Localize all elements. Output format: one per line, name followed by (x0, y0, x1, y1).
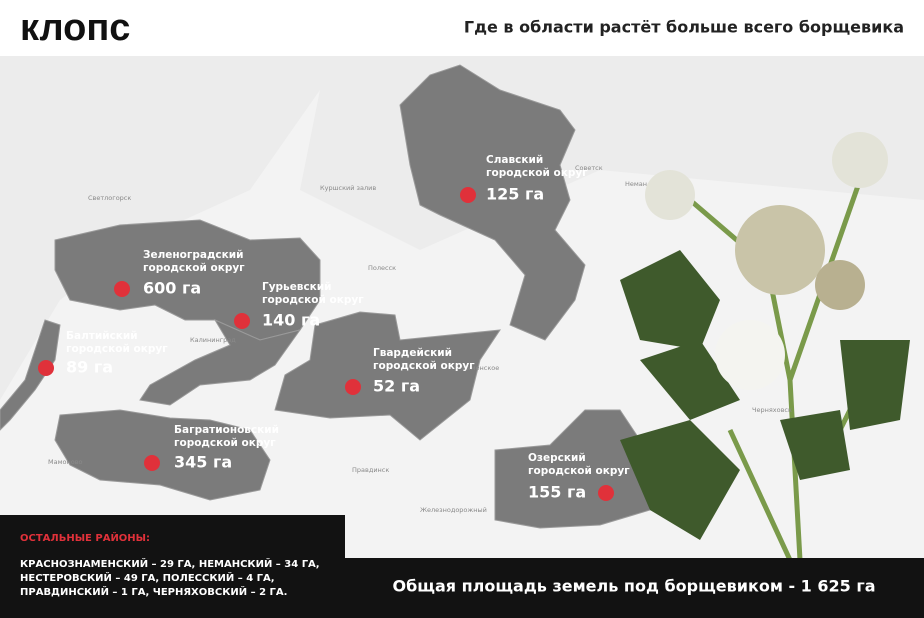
region-name: городской округ (486, 167, 588, 179)
region-shape (139, 318, 302, 406)
title: Где в области растёт больше всего борщев… (464, 18, 904, 37)
region-name: Славский (486, 154, 543, 166)
map-label: Железнодорожный (420, 506, 487, 514)
region-dot (38, 360, 54, 376)
other-line: ПРАВДИНСКИЙ – 1 ГА, ЧЕРНЯХОВСКИЙ – 2 ГА. (20, 585, 287, 598)
total: Общая площадь земель под борщевиком - 1 … (392, 577, 875, 596)
region-name: Озерский (528, 452, 586, 464)
region-area: 345 га (174, 453, 232, 472)
region-dot (144, 455, 160, 471)
map-label: Правдинск (352, 466, 389, 474)
region-area: 155 га (528, 483, 586, 502)
map-label: Каменское (462, 364, 499, 372)
other-lines: КРАСНОЗНАМЕНСКИЙ – 29 ГА, НЕМАНСКИЙ – 34… (20, 557, 320, 598)
region-area: 600 га (143, 279, 201, 298)
region-name: городской округ (262, 294, 364, 306)
map-label: Светлогорск (88, 194, 131, 202)
region-name: городской округ (528, 465, 630, 477)
total-bar (345, 558, 924, 618)
region-dot (234, 313, 250, 329)
region-shape (274, 311, 502, 441)
map-label: Калининград (190, 336, 236, 344)
region-area: 89 га (66, 358, 113, 377)
other-districts-box (0, 515, 345, 618)
region-name: городской округ (66, 343, 168, 355)
region-name: Багратионовский (174, 424, 279, 436)
region-area: 52 га (373, 377, 420, 396)
map-label: Советск (575, 164, 603, 172)
other-heading: ОСТАЛЬНЫЕ РАЙОНЫ: (20, 531, 150, 544)
map-label: Полесск (368, 264, 396, 272)
other-line: КРАСНОЗНАМЕНСКИЙ – 29 ГА, НЕМАНСКИЙ – 34… (20, 557, 320, 570)
region-name: Гвардейский (373, 347, 452, 359)
region-area: 125 га (486, 185, 544, 204)
regions (0, 64, 661, 529)
region-dot (460, 187, 476, 203)
map-labels: Куршский залив Калининград Полесск Правдинс… (48, 164, 792, 514)
region-dot (345, 379, 361, 395)
region-name: городской округ (143, 262, 245, 274)
region-name: Зеленоградский (143, 249, 244, 261)
region-name: Балтийский (66, 330, 138, 342)
region-dot (598, 485, 614, 501)
region-name: городской округ (174, 437, 276, 449)
map-label: Мамоново (48, 458, 83, 466)
other-line: НЕСТЕРОВСКИЙ – 49 ГА, ПОЛЕССКИЙ – 4 ГА, (20, 571, 275, 584)
map-label: Куршский залив (320, 184, 376, 192)
region-dot (114, 281, 130, 297)
hogweed-illustration (620, 132, 910, 562)
region-shape (0, 319, 61, 431)
map-label: Черняховск (752, 406, 792, 414)
logo: клопс (20, 7, 130, 49)
region-shape (399, 64, 586, 341)
header-bar (0, 0, 924, 56)
map-label: Неман (625, 180, 647, 188)
region-name: Гурьевский (262, 281, 332, 293)
region-name: городской округ (373, 360, 475, 372)
region-area: 140 га (262, 311, 320, 330)
region-shape (54, 409, 271, 501)
